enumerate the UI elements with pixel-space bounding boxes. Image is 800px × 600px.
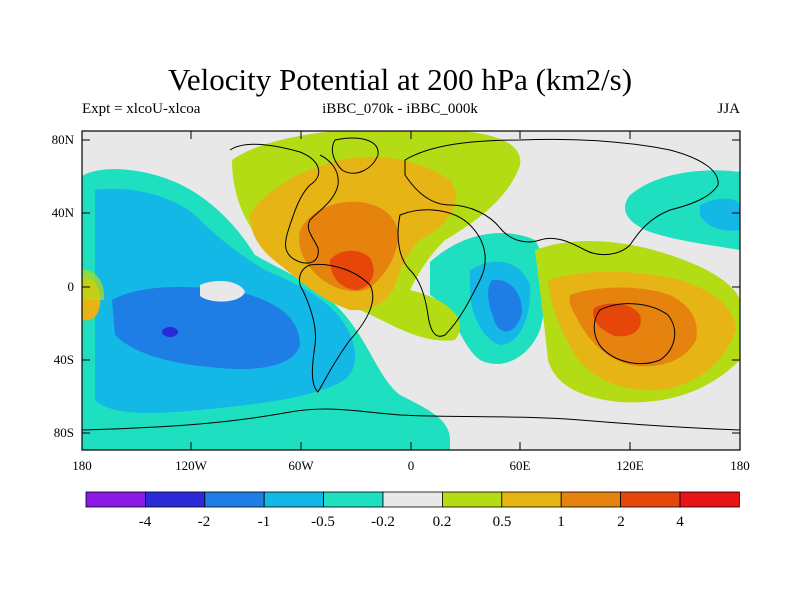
velocity-potential-field [82,131,740,450]
colorbar-swatch [323,491,384,508]
lat-tick-40s: 40S [53,352,74,367]
colorbar-swatch [204,491,265,508]
colorbar-swatch [501,491,562,508]
colorbar-label: -1 [257,514,271,530]
colorbar [85,491,740,508]
lat-tick-0: 0 [67,279,75,294]
colorbar-label: -0.2 [371,514,395,530]
neg-region-pacific-core [112,287,300,370]
colorbar-swatch [263,491,325,508]
colorbar-swatch [441,491,503,508]
experiment-label: Expt = xlcoU-xlcoa [82,101,201,117]
lon-tick-120w: 120W [175,458,207,473]
lon-tick-120e: 120E [616,458,644,473]
lat-tick-80n: 80N [51,132,74,147]
neutral-hole-south-america [200,280,245,302]
neg-region-indian-core [488,279,522,332]
lon-tick-60e: 60E [509,458,531,473]
pos-region-atlantic-3 [330,250,374,290]
lat-tick-40n: 40N [51,205,74,220]
neg-region-pacific-min [162,327,178,337]
lon-tick-180e: 180 [730,458,750,473]
colorbar-label: 1 [557,514,565,530]
coast-south-america [299,263,374,393]
colorbar-swatch [85,491,146,508]
neg-region-nw-pacific [625,170,740,250]
lon-tick-0: 0 [407,458,415,473]
colorbar-label: 2 [617,514,625,530]
coast-africa [397,209,486,337]
colorbar-swatch [620,491,681,508]
coast-north-america [229,143,339,264]
colorbar-label: 0.2 [432,514,452,530]
colorbar-swatch [679,491,740,508]
pos-region-dateline-2 [82,269,105,300]
lat-tick-marks [82,139,740,434]
lon-tick-60w: 60W [288,458,314,473]
coast-eurasia [404,138,719,256]
lat-tick-80s: 80S [53,425,74,440]
coast-australia [593,303,676,365]
colorbar-swatch [144,491,206,508]
colorbar-label: -2 [197,514,211,530]
lon-tick-marks [81,131,741,450]
comparison-label: iBBC_070k - iBBC_000k [322,101,478,117]
neg-region-nw-pacific-inner [700,198,740,231]
coast-greenland [331,137,379,174]
colorbar-label: 4 [676,514,684,530]
lon-tick-180w: 180 [72,458,92,473]
colorbar-label: -0.5 [311,514,335,530]
map-title: Velocity Potential at 200 hPa (km2/s) [167,62,633,97]
pos-region-maritime-3 [593,303,641,337]
colorbar-swatch [560,491,622,508]
coastlines [82,137,740,431]
colorbar-swatch [382,491,443,508]
colorbar-label: 0.5 [492,514,512,530]
coast-antarctica [82,408,740,431]
colorbar-label: -4 [138,514,152,530]
season-label: JJA [717,101,740,117]
